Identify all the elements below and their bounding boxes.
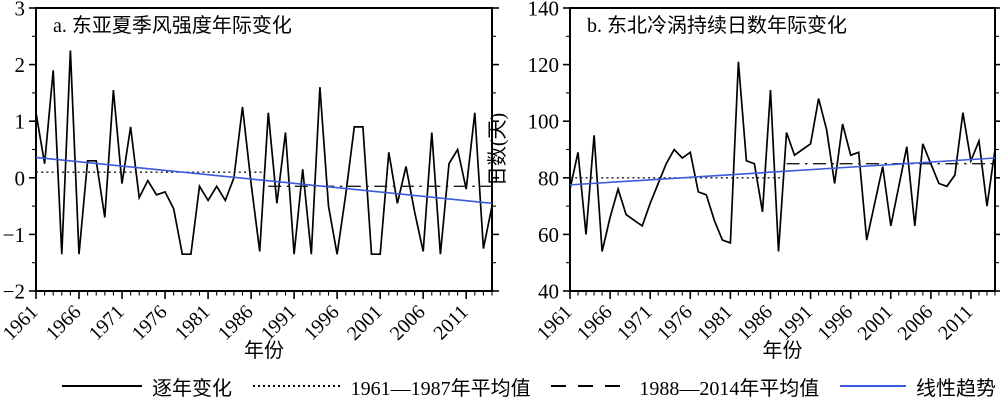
legend-item-trend: 线性趋势 (839, 372, 996, 401)
y-axis-title: 日数(天) (486, 113, 509, 186)
x-tick-label: 2006 (386, 301, 430, 345)
legend-item-annual: 逐年变化 (62, 372, 232, 401)
x-tick-label: 1961 (533, 301, 577, 345)
y-tick-label: 40 (538, 280, 559, 304)
x-tick-label: 1961 (0, 301, 43, 345)
x-tick-label: 1966 (42, 301, 86, 345)
x-tick-label: 1986 (214, 301, 258, 345)
y-tick-label: 2 (15, 53, 26, 77)
x-tick-label: 1996 (300, 301, 344, 345)
panel-b: 4060801001201401961196619711976198119861… (486, 0, 1000, 362)
chart-legend: 逐年变化 1961—1987年平均值 1988—2014年平均值 线性趋势 (0, 366, 1000, 406)
x-tick-label: 1996 (813, 301, 857, 345)
y-tick-label: 140 (528, 0, 560, 21)
x-tick-label: 1976 (653, 301, 697, 345)
x-tick-label: 1991 (773, 301, 817, 345)
legend-item-mean-1961-1987: 1961—1987年平均值 (252, 372, 531, 401)
legend-item-mean-1988-2014: 1988—2014年平均值 (551, 372, 819, 401)
legend-label: 逐年变化 (152, 377, 232, 400)
x-axis-title: 年份 (763, 339, 803, 362)
legend-label: 1988—2014年平均值 (639, 377, 820, 400)
x-tick-label: 1981 (171, 301, 215, 345)
solid-line-sample (62, 385, 142, 387)
plot-border (569, 7, 996, 292)
x-tick-label: 2006 (894, 301, 938, 345)
y-tick-label: −2 (3, 280, 25, 304)
x-tick-label: 1986 (733, 301, 777, 345)
x-tick-label: 1976 (128, 301, 172, 345)
linear-trend-line (569, 157, 996, 186)
panel-a: −2 −1 0 1 2 3 1961 1966 1971 1976 1981 1986 1991 1996… (0, 0, 499, 362)
panel-title: a. 东亚夏季风强度年际变化 (53, 14, 292, 37)
y-tick-label: 80 (538, 166, 559, 190)
x-tick-label: 1981 (693, 301, 737, 345)
y-tick-label: 100 (528, 110, 560, 134)
x-tick-label: 1971 (613, 301, 657, 345)
y-tick-label: −1 (3, 223, 25, 247)
y-tick-label: 3 (15, 0, 26, 21)
x-axis-title: 年份 (244, 339, 284, 362)
x-tick-label: 2001 (853, 301, 897, 345)
y-tick-label: 1 (15, 110, 26, 134)
legend-label: 1961—1987年平均值 (350, 377, 531, 400)
dotted-line-sample (252, 385, 341, 387)
annual-series-line (569, 61, 996, 252)
x-tick-label: 1971 (85, 301, 129, 345)
legend-label: 线性趋势 (915, 377, 996, 400)
y-tick-label: 60 (538, 223, 559, 247)
x-tick-label: 2001 (343, 301, 387, 345)
x-tick-label: 2011 (934, 301, 977, 344)
x-tick-label: 1966 (573, 301, 617, 345)
y-tick-label: 120 (528, 53, 560, 77)
linear-trend-line (35, 156, 493, 205)
dashed-line-sample (551, 385, 630, 387)
panel-title: b. 东北冷涡持续日数年际变化 (587, 14, 847, 37)
annual-series-line (35, 50, 493, 256)
blue-line-sample (839, 385, 906, 387)
x-tick-label: 2011 (429, 301, 472, 344)
y-tick-label: 0 (15, 166, 26, 190)
x-tick-label: 1991 (257, 301, 301, 345)
